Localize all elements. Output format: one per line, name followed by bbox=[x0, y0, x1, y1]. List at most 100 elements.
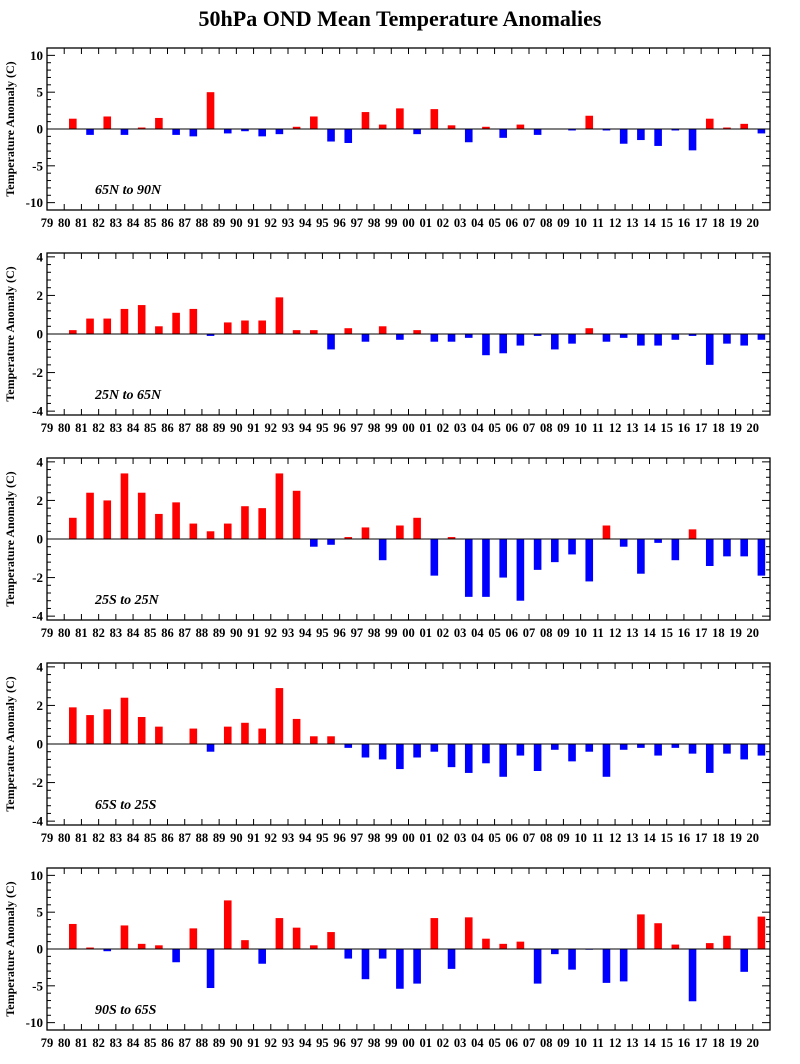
bar-00 bbox=[413, 129, 421, 135]
x-tick-label: 99 bbox=[385, 831, 398, 845]
x-tick-label: 88 bbox=[196, 421, 209, 435]
bar-01 bbox=[430, 744, 439, 752]
x-tick-label: 90 bbox=[230, 1036, 243, 1050]
bar-12 bbox=[619, 744, 628, 750]
region-label: 90S to 65S bbox=[95, 1003, 157, 1018]
bar-97 bbox=[361, 744, 370, 758]
x-tick-label: 98 bbox=[368, 216, 381, 230]
bar-92 bbox=[275, 918, 284, 949]
x-tick-label: 17 bbox=[695, 831, 708, 845]
bar-03 bbox=[464, 917, 473, 949]
bar-16 bbox=[688, 334, 697, 336]
bar-99 bbox=[396, 108, 404, 129]
x-tick-label: 13 bbox=[626, 216, 639, 230]
bar-01 bbox=[430, 918, 439, 949]
x-tick-label: 20 bbox=[747, 1036, 760, 1050]
x-tick-label: 08 bbox=[540, 216, 553, 230]
x-tick-label: 01 bbox=[419, 1036, 432, 1050]
bar-18 bbox=[723, 334, 731, 344]
x-tick-label: 93 bbox=[282, 216, 295, 230]
y-tick-label: 10 bbox=[30, 868, 43, 883]
bar-15 bbox=[671, 129, 680, 131]
bar-82 bbox=[103, 949, 112, 952]
x-tick-label: 83 bbox=[110, 421, 123, 435]
x-tick-label: 99 bbox=[385, 1036, 398, 1050]
bar-89 bbox=[223, 900, 232, 949]
bar-99 bbox=[396, 525, 404, 539]
bar-16 bbox=[688, 949, 697, 1002]
bar-96 bbox=[344, 328, 353, 334]
x-tick-label: 91 bbox=[247, 1036, 260, 1050]
x-tick-label: 16 bbox=[678, 831, 691, 845]
bar-86 bbox=[172, 502, 180, 539]
x-tick-label: 89 bbox=[213, 1036, 226, 1050]
bar-07 bbox=[533, 539, 542, 570]
y-tick-label: 2 bbox=[37, 493, 44, 508]
x-tick-label: 18 bbox=[712, 626, 725, 640]
x-tick-label: 88 bbox=[196, 831, 209, 845]
x-tick-label: 03 bbox=[454, 421, 467, 435]
bar-83 bbox=[120, 129, 129, 135]
bar-14 bbox=[654, 744, 662, 756]
bar-04 bbox=[482, 334, 490, 356]
bar-06 bbox=[516, 124, 525, 129]
x-tick-label: 84 bbox=[127, 1036, 140, 1050]
x-tick-label: 03 bbox=[454, 626, 467, 640]
x-tick-label: 16 bbox=[678, 626, 691, 640]
y-axis-title: Temperature Anomaly (C) bbox=[3, 471, 17, 606]
bar-05 bbox=[499, 539, 507, 578]
bar-85 bbox=[155, 726, 163, 744]
x-tick-label: 18 bbox=[712, 421, 725, 435]
x-tick-label: 90 bbox=[230, 831, 243, 845]
bar-92 bbox=[275, 473, 284, 539]
bar-89 bbox=[223, 129, 232, 134]
bar-80 bbox=[69, 517, 77, 539]
bar-99 bbox=[396, 334, 404, 340]
bar-93 bbox=[292, 927, 301, 949]
x-tick-label: 12 bbox=[609, 1036, 622, 1050]
x-tick-label: 97 bbox=[351, 216, 364, 230]
bar-09 bbox=[568, 129, 576, 131]
x-tick-label: 07 bbox=[523, 1036, 536, 1050]
region-label: 25N to 65N bbox=[94, 388, 162, 403]
x-tick-label: 01 bbox=[419, 216, 432, 230]
y-tick-label: 5 bbox=[37, 85, 44, 100]
x-tick-label: 03 bbox=[454, 216, 467, 230]
bar-88 bbox=[206, 949, 215, 989]
bar-08 bbox=[551, 949, 559, 955]
x-tick-label: 07 bbox=[523, 831, 536, 845]
bar-07 bbox=[533, 129, 542, 135]
x-tick-label: 14 bbox=[643, 421, 656, 435]
x-tick-label: 90 bbox=[230, 626, 243, 640]
bar-90 bbox=[241, 320, 249, 334]
x-tick-label: 12 bbox=[609, 421, 622, 435]
bar-00 bbox=[413, 949, 421, 984]
x-tick-label: 96 bbox=[333, 626, 346, 640]
bar-18 bbox=[723, 744, 731, 754]
x-tick-label: 88 bbox=[196, 626, 209, 640]
bar-12 bbox=[619, 334, 628, 338]
bar-10 bbox=[585, 744, 594, 752]
x-tick-label: 94 bbox=[299, 216, 312, 230]
bar-11 bbox=[602, 949, 611, 983]
x-tick-label: 00 bbox=[402, 1036, 415, 1050]
bar-96 bbox=[344, 129, 353, 143]
bar-03 bbox=[464, 334, 473, 338]
x-tick-label: 18 bbox=[712, 831, 725, 845]
bar-01 bbox=[430, 334, 439, 342]
bar-05 bbox=[499, 129, 507, 138]
x-tick-label: 15 bbox=[660, 421, 673, 435]
x-tick-label: 12 bbox=[609, 216, 622, 230]
x-tick-label: 96 bbox=[333, 831, 346, 845]
bar-95 bbox=[327, 129, 335, 142]
y-tick-label: 0 bbox=[37, 942, 44, 957]
x-tick-label: 87 bbox=[178, 421, 191, 435]
x-tick-label: 86 bbox=[161, 216, 174, 230]
y-tick-label: -4 bbox=[32, 404, 43, 419]
x-tick-label: 15 bbox=[660, 1036, 673, 1050]
bar-09 bbox=[568, 539, 576, 555]
bar-18 bbox=[723, 539, 731, 557]
bar-09 bbox=[568, 949, 576, 970]
bar-02 bbox=[447, 949, 456, 969]
bar-19 bbox=[740, 539, 748, 557]
